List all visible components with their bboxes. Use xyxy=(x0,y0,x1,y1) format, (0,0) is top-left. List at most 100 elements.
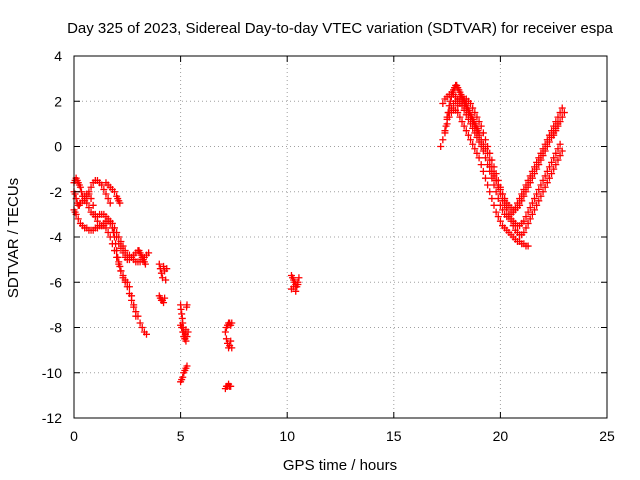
data-point xyxy=(102,224,110,232)
data-point xyxy=(115,258,123,266)
data-point xyxy=(556,140,564,148)
series-mid-day-arcs xyxy=(155,260,303,393)
chart-title: Day 325 of 2023, Sidereal Day-to-day VTE… xyxy=(67,20,613,37)
data-point xyxy=(475,154,483,162)
data-point xyxy=(486,188,494,196)
data-point xyxy=(74,215,82,223)
data-point xyxy=(454,109,462,117)
data-point xyxy=(85,204,93,212)
data-point xyxy=(106,199,114,207)
data-point xyxy=(113,247,121,255)
grid xyxy=(74,56,607,418)
y-tick-label: 0 xyxy=(54,139,62,155)
data-point xyxy=(114,253,122,261)
data-point xyxy=(460,122,468,130)
data-point xyxy=(106,219,114,227)
data-point xyxy=(442,122,450,130)
data-point xyxy=(560,109,568,117)
data-point xyxy=(142,330,150,338)
data-point xyxy=(439,100,447,108)
data-point xyxy=(552,127,560,135)
data-point xyxy=(184,328,192,336)
data-point xyxy=(117,244,125,252)
data-point xyxy=(545,163,553,171)
data-point xyxy=(447,93,455,101)
data-point xyxy=(102,190,110,198)
data-point xyxy=(520,217,528,225)
x-tick-label: 20 xyxy=(493,428,509,444)
data-point xyxy=(98,181,106,189)
data-point xyxy=(295,274,303,282)
data-point xyxy=(541,147,549,155)
ticks: 0 5 10 15 20 25 -12 -10 -8 -6 -4 -2 0 2 4 xyxy=(42,48,615,444)
data-point xyxy=(138,324,146,331)
data-point xyxy=(222,335,230,343)
data-point xyxy=(518,197,526,205)
data-point xyxy=(556,152,564,160)
x-tick-label: 0 xyxy=(70,428,78,444)
data-point xyxy=(456,113,464,121)
data-point xyxy=(488,156,496,164)
data-point xyxy=(501,195,509,203)
data-point xyxy=(543,179,551,187)
data-point xyxy=(531,170,539,178)
data-point xyxy=(548,170,556,178)
data-point xyxy=(537,192,545,200)
data-point xyxy=(492,188,500,196)
data-point xyxy=(490,201,498,209)
data-point xyxy=(533,165,541,173)
data-point xyxy=(522,188,530,196)
data-point xyxy=(462,127,470,135)
data-point xyxy=(89,201,97,209)
data-point xyxy=(539,188,547,196)
data-point xyxy=(484,143,492,150)
data-point xyxy=(558,113,566,121)
data-point xyxy=(556,118,564,126)
data-point xyxy=(494,195,502,203)
data-point xyxy=(104,195,112,203)
data-point xyxy=(492,208,500,216)
y-axis-label: SDTVAR / TECUs xyxy=(5,178,22,298)
data-point xyxy=(227,382,235,390)
data-point xyxy=(494,213,502,221)
y-tick-label: -10 xyxy=(42,365,62,381)
y-tick-label: -4 xyxy=(50,229,63,245)
data-point xyxy=(531,206,539,214)
series-early-arcs xyxy=(70,174,153,338)
data-point xyxy=(481,174,489,182)
data-point xyxy=(113,233,121,241)
data-point xyxy=(294,281,302,289)
data-point xyxy=(437,143,445,150)
data-point xyxy=(533,201,541,209)
data-point xyxy=(121,278,129,286)
data-point xyxy=(85,190,93,198)
data-point xyxy=(87,195,95,203)
data-point xyxy=(179,373,187,381)
data-point xyxy=(535,197,543,205)
x-tick-label: 10 xyxy=(279,428,295,444)
data-point xyxy=(161,294,169,302)
data-point xyxy=(505,210,513,218)
data-point xyxy=(91,210,99,218)
data-point xyxy=(479,167,487,175)
data-point xyxy=(183,301,191,309)
y-tick-label: -2 xyxy=(50,184,63,200)
data-point xyxy=(539,176,547,184)
data-point xyxy=(145,249,153,257)
data-point xyxy=(109,228,117,236)
data-point xyxy=(481,136,489,144)
data-point xyxy=(132,308,140,316)
data-point xyxy=(125,290,133,298)
data-point xyxy=(490,172,498,180)
data-point xyxy=(473,149,481,157)
data-point xyxy=(160,299,168,307)
data-point xyxy=(486,149,494,157)
data-point xyxy=(439,136,447,144)
data-point xyxy=(496,217,504,225)
data-point xyxy=(76,183,84,191)
data-point xyxy=(183,333,191,341)
data-point xyxy=(526,204,534,212)
data-point xyxy=(552,149,560,157)
data-point xyxy=(516,201,524,209)
data-point xyxy=(488,195,496,203)
